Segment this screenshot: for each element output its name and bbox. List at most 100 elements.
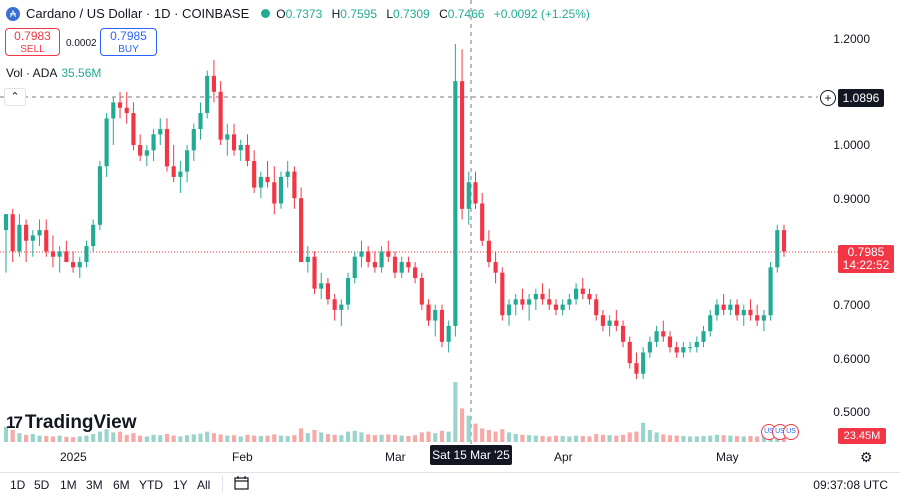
volume-bar xyxy=(138,435,143,442)
volume-bar xyxy=(560,436,565,442)
tradingview-logo: 17 TradingView xyxy=(6,412,137,434)
candle-down xyxy=(211,75,216,92)
candle-down xyxy=(171,166,176,177)
candle-down xyxy=(459,81,465,209)
volume-bar xyxy=(600,434,605,442)
volume-bar xyxy=(211,433,216,442)
volume-bar xyxy=(312,430,317,442)
candle-up xyxy=(647,341,652,353)
volume-bar xyxy=(681,436,686,442)
price-chart[interactable] xyxy=(0,0,838,445)
bar-countdown: 14:22:52 xyxy=(842,258,890,272)
volume-legend-value: 35.56M xyxy=(61,66,102,80)
date-range-calendar-icon[interactable] xyxy=(234,476,250,490)
volume-bar xyxy=(265,435,270,442)
symbol-title[interactable]: Cardano / US Dollar · 1D · COINBASE xyxy=(26,6,250,21)
candle-up xyxy=(527,299,532,305)
volume-bar xyxy=(580,436,585,442)
timeframe-6m[interactable]: 6M xyxy=(113,478,130,492)
buy-label: BUY xyxy=(118,44,139,55)
candle-up xyxy=(91,224,96,247)
candle-down xyxy=(667,336,673,348)
volume-bar xyxy=(506,432,512,442)
volume-bar xyxy=(285,436,290,442)
timeframe-1d[interactable]: 1D xyxy=(10,478,26,492)
add-alert-plus-icon[interactable]: + xyxy=(820,90,836,106)
volume-bar xyxy=(701,436,706,442)
crosshair-date-label: Sat 15 Mar '25 xyxy=(430,445,512,465)
candle-down xyxy=(614,320,619,326)
volume-bar xyxy=(386,434,391,442)
candle-up xyxy=(728,304,733,310)
volume-bar xyxy=(359,432,364,442)
candle-down xyxy=(245,145,250,161)
candle-up xyxy=(97,166,102,225)
settings-gear-icon[interactable]: ⚙ xyxy=(860,449,873,465)
time-tick: Mar xyxy=(385,450,406,464)
candle-up xyxy=(185,150,190,172)
volume-legend-label: Vol · ADA xyxy=(6,66,58,80)
candle-down xyxy=(44,230,49,252)
volume-bar xyxy=(741,436,746,442)
candle-up xyxy=(345,278,351,305)
price-tick: 0.9000 xyxy=(833,192,870,206)
volume-bar xyxy=(674,435,679,442)
candle-down xyxy=(386,251,391,257)
ohlc-close-key: C xyxy=(439,6,448,21)
volume-bar xyxy=(688,436,693,442)
volume-legend[interactable]: Vol · ADA 35.56M xyxy=(6,66,101,80)
candle-down xyxy=(553,304,559,310)
ohlc-low-value: 0.7309 xyxy=(393,6,430,21)
candle-down xyxy=(406,262,411,268)
volume-bar xyxy=(164,434,170,442)
toolbar-divider xyxy=(222,476,223,492)
time-tick: Feb xyxy=(232,450,253,464)
volume-bar xyxy=(3,426,9,442)
volume-bar xyxy=(305,433,310,442)
candle-down xyxy=(138,145,143,156)
timeframe-1y[interactable]: 1Y xyxy=(173,478,188,492)
volume-bar xyxy=(158,435,163,442)
candle-down xyxy=(325,283,331,300)
candle-down xyxy=(124,107,129,114)
candle-down xyxy=(292,171,297,199)
timeframe-5d[interactable]: 5D xyxy=(34,478,50,492)
volume-bar xyxy=(144,436,149,442)
timeframe-1m[interactable]: 1M xyxy=(60,478,77,492)
candle-down xyxy=(392,256,398,273)
volume-bar xyxy=(44,436,49,442)
volume-bar xyxy=(694,436,699,442)
volume-bar xyxy=(218,434,223,442)
volume-bar xyxy=(486,430,491,442)
volume-bar xyxy=(553,435,559,442)
volume-bar xyxy=(433,433,438,442)
candle-up xyxy=(533,293,538,300)
volume-bar xyxy=(278,435,284,442)
timeframe-all[interactable]: All xyxy=(197,478,211,492)
collapse-legend-button[interactable]: ⌃ xyxy=(4,88,26,106)
volume-bar xyxy=(728,435,733,442)
candle-up xyxy=(191,129,196,151)
buy-button[interactable]: 0.7985 BUY xyxy=(100,28,157,56)
timeframe-3m[interactable]: 3M xyxy=(86,478,103,492)
utc-clock[interactable]: 09:37:08 UTC xyxy=(813,478,888,492)
candle-down xyxy=(600,315,605,326)
volume-bar xyxy=(527,435,532,442)
volume-bar xyxy=(426,431,431,442)
candle-down xyxy=(64,251,69,263)
candle-down xyxy=(627,341,632,364)
volume-bar xyxy=(466,415,471,442)
timeframe-ytd[interactable]: YTD xyxy=(139,478,163,492)
candle-up xyxy=(681,347,686,353)
volume-bar xyxy=(345,431,351,442)
us-flag-icon[interactable]: US xyxy=(783,424,799,440)
crosshair-price-label: 1.0896 xyxy=(838,89,884,107)
volume-bar xyxy=(453,382,458,442)
last-price-label: 0.7985 14:22:52 xyxy=(838,245,894,273)
volume-bar xyxy=(111,432,116,442)
sell-button[interactable]: 0.7983 SELL xyxy=(5,28,60,56)
economic-events[interactable]: US US US xyxy=(761,424,799,440)
candle-up xyxy=(560,304,565,310)
candle-up xyxy=(453,81,458,326)
volume-bar xyxy=(708,435,713,442)
